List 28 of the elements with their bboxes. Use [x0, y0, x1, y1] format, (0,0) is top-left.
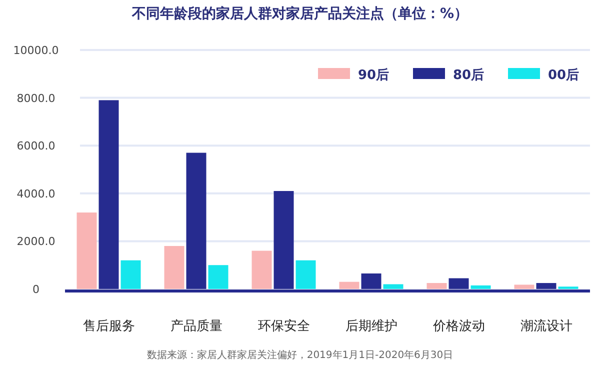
x-tick-label: 环保安全: [258, 318, 310, 334]
x-tick-label: 价格波动: [432, 319, 485, 334]
bar: [208, 265, 228, 289]
bar: [514, 284, 534, 289]
bar: [426, 283, 447, 289]
y-tick-label: 6000.0: [16, 140, 56, 153]
bar: [120, 260, 141, 289]
y-tick-label: 4000.0: [16, 187, 56, 200]
y-tick-label: 10000.0: [13, 44, 59, 57]
bar: [76, 212, 97, 289]
source-note: 数据来源：家居人群家居关注偏好，2019年1月1日-2020年6月30日: [146, 349, 454, 361]
legend-label: 00后: [548, 67, 580, 83]
x-tick-label: 潮流设计: [520, 318, 572, 334]
bar: [164, 246, 184, 289]
y-tick-label: 8000.0: [16, 92, 56, 105]
bar: [383, 284, 404, 289]
chart-title: 不同年龄段的家居人群对家居产品关注点（单位：%）: [130, 5, 468, 22]
x-tick-label: 后期维护: [345, 319, 398, 334]
x-tick-label: 售后服务: [82, 319, 135, 334]
legend-label: 90后: [358, 67, 390, 83]
x-tick-label: 产品质量: [170, 319, 222, 334]
legend-label: 80后: [453, 67, 484, 83]
bar: [296, 260, 316, 289]
bar: [339, 282, 360, 289]
y-tick-label: 0: [32, 283, 40, 296]
bar: [252, 250, 272, 289]
bar: [470, 285, 491, 289]
y-tick-label: 2000.0: [16, 235, 56, 248]
